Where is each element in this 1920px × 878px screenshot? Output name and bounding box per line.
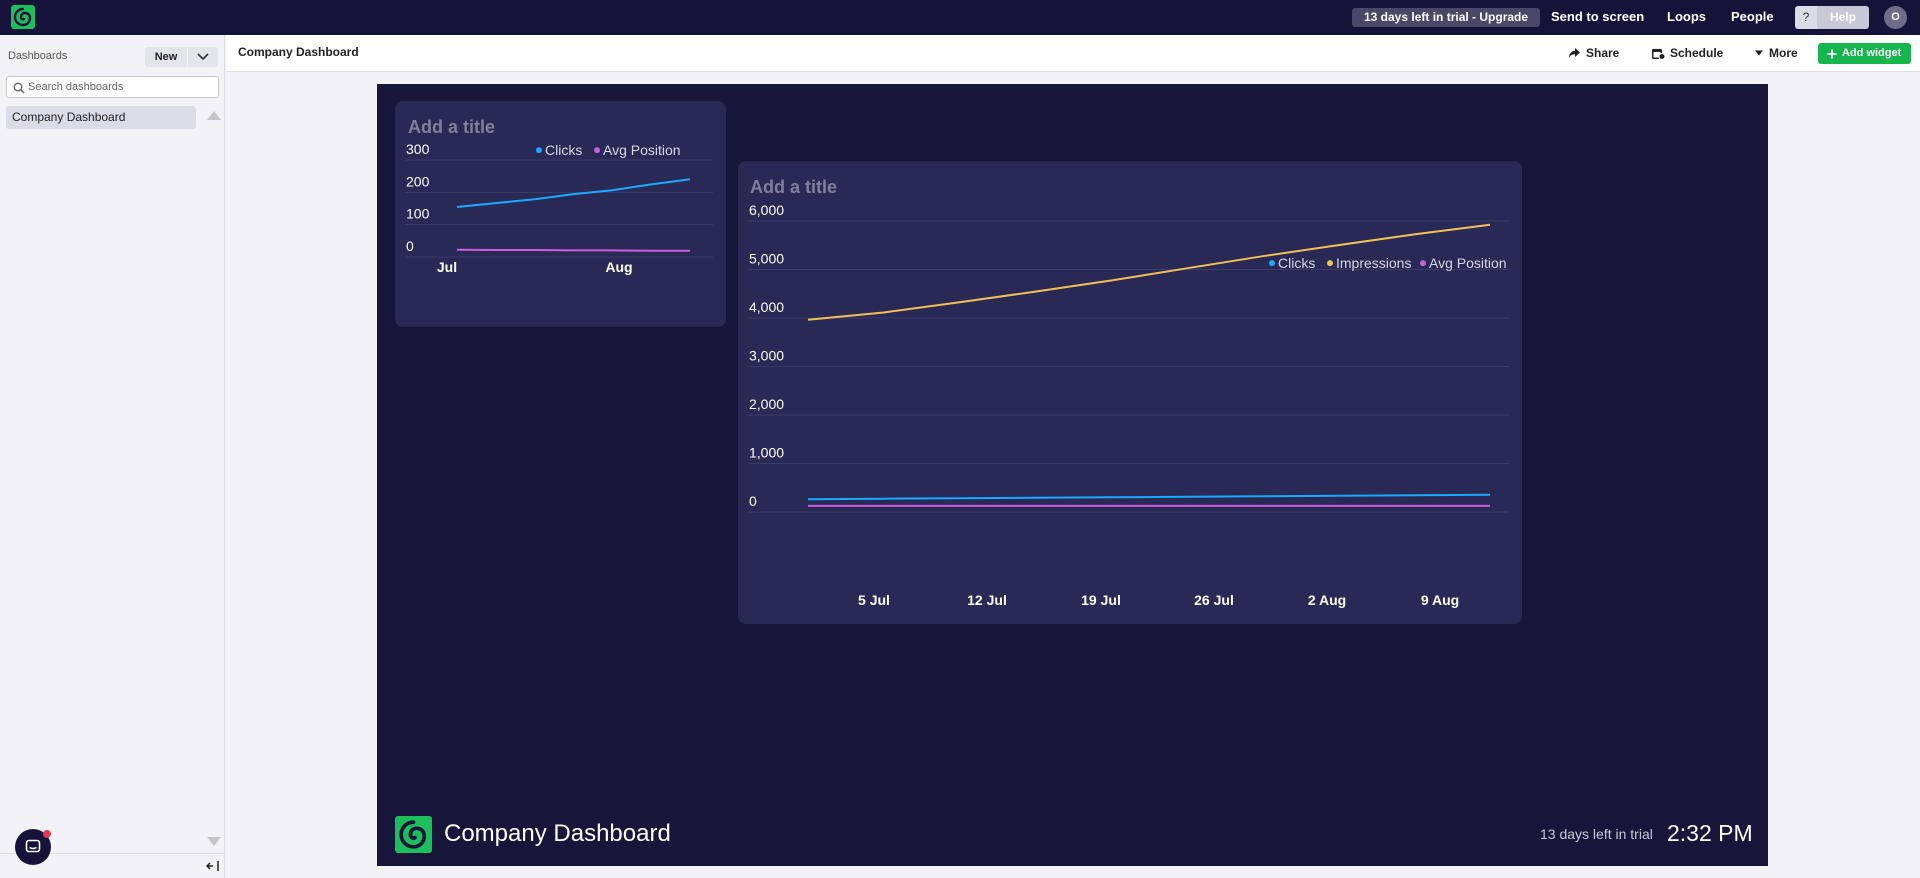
search-box	[6, 76, 219, 98]
schedule-icon	[1652, 48, 1665, 60]
legend-label: Avg Position	[603, 142, 681, 158]
x-tick-label: 26 Jul	[1194, 592, 1234, 608]
top-bar: 13 days left in trial - Upgrade Send to …	[0, 0, 1920, 35]
chevron-down-icon	[197, 53, 209, 61]
x-tick-label: 19 Jul	[1081, 592, 1121, 608]
search-dashboards-input[interactable]	[28, 78, 213, 96]
y-tick-label: 2,000	[749, 396, 784, 412]
small-line-chart: 300 200 100 0 Jul Aug Avg Position Clicks	[405, 141, 713, 275]
dashboard-header: Company Dashboard Share Schedule More Ad…	[226, 35, 1920, 72]
y-tick-label: 200	[406, 173, 430, 189]
new-dropdown-button[interactable]	[188, 47, 218, 67]
legend-marker	[594, 147, 600, 154]
series-line-clicks	[456, 178, 691, 208]
schedule-label: Schedule	[1670, 46, 1724, 60]
notification-dot	[43, 830, 51, 838]
help-question-button[interactable]: ?	[1795, 6, 1817, 29]
legend-marker	[536, 147, 542, 154]
page-title: Company Dashboard	[238, 45, 359, 59]
y-tick-label: 3,000	[749, 348, 784, 364]
y-tick-label: 6,000	[749, 202, 784, 218]
schedule-button[interactable]: Schedule	[1651, 46, 1723, 60]
footer-trial-text: 13 days left in trial	[1540, 826, 1653, 842]
scroll-down-icon[interactable]	[207, 837, 221, 846]
caret-down-icon	[1755, 50, 1763, 56]
legend-marker	[1420, 260, 1426, 267]
x-tick-label: 9 Aug	[1421, 592, 1459, 608]
send-to-screen-link[interactable]: Send to screen	[1551, 9, 1645, 24]
avatar[interactable]: O	[1884, 6, 1907, 29]
swirl-logo-icon[interactable]	[11, 5, 35, 29]
widget-title-placeholder[interactable]: Add a title	[750, 177, 838, 197]
footer-clock: 2:32 PM	[1667, 820, 1753, 846]
y-tick-label: 100	[406, 206, 430, 222]
y-tick-label: 5,000	[749, 251, 784, 267]
widget-title-placeholder[interactable]: Add a title	[408, 117, 496, 137]
sidebar-divider	[0, 853, 224, 854]
y-tick-label: 4,000	[749, 299, 784, 315]
search-icon	[13, 82, 25, 94]
add-widget-label: Add widget	[1842, 47, 1902, 59]
legend-label: Impressions	[1336, 255, 1411, 271]
widget-large-chart[interactable]: Add a title 6,000 5,000 4,000 3,000 2,000 1,0…	[738, 161, 1522, 624]
y-tick-label: 300	[406, 141, 430, 157]
legend-marker	[1269, 260, 1275, 267]
x-tick-label: Jul	[437, 259, 457, 275]
loops-link[interactable]: Loops	[1667, 9, 1706, 24]
x-tick-label: 5 Jul	[858, 592, 890, 608]
sidebar-item-company-dashboard[interactable]: Company Dashboard	[6, 106, 196, 129]
large-line-chart: 6,000 5,000 4,000 3,000 2,000 1,000 0 5 Jul 12 J…	[748, 202, 1509, 608]
share-button[interactable]: Share	[1568, 46, 1619, 60]
x-tick-label: 12 Jul	[967, 592, 1007, 608]
swirl-logo-icon	[395, 816, 432, 853]
y-tick-label: 0	[749, 493, 757, 509]
people-link[interactable]: People	[1731, 9, 1774, 24]
x-tick-label: Aug	[605, 259, 632, 275]
y-tick-label: 0	[406, 238, 414, 254]
scroll-up-icon[interactable]	[207, 111, 221, 120]
legend-label: Clicks	[545, 142, 582, 158]
sidebar: Dashboards New Company Dashboard	[0, 35, 225, 878]
more-label: More	[1769, 46, 1798, 60]
sidebar-title: Dashboards	[8, 50, 68, 62]
series-line-impressions	[807, 223, 1491, 321]
x-tick-label: 2 Aug	[1308, 592, 1346, 608]
more-button[interactable]: More	[1754, 46, 1798, 60]
dashboard-canvas: Add a title 300 200 100 0 Jul Aug Avg Position…	[377, 84, 1768, 866]
legend-label: Avg Position	[1429, 255, 1507, 271]
footer-dashboard-title: Company Dashboard	[444, 820, 671, 847]
collapse-sidebar-icon[interactable]	[206, 860, 220, 872]
trial-upgrade-button[interactable]: 13 days left in trial - Upgrade	[1352, 8, 1541, 27]
widget-small-chart[interactable]: Add a title 300 200 100 0 Jul Aug Avg Position…	[395, 101, 726, 327]
y-tick-label: 1,000	[749, 445, 784, 461]
legend-marker	[1327, 260, 1333, 267]
series-line-clicks	[807, 493, 1491, 501]
add-widget-button[interactable]: Add widget	[1818, 43, 1912, 64]
plus-icon	[1827, 49, 1837, 58]
share-label: Share	[1586, 46, 1620, 60]
legend-label: Clicks	[1278, 255, 1315, 271]
help-button[interactable]: Help	[1817, 6, 1869, 29]
chat-icon	[25, 839, 41, 853]
share-icon	[1569, 48, 1580, 58]
series-line-avg-position	[456, 248, 690, 252]
new-dashboard-button[interactable]: New	[145, 47, 187, 67]
